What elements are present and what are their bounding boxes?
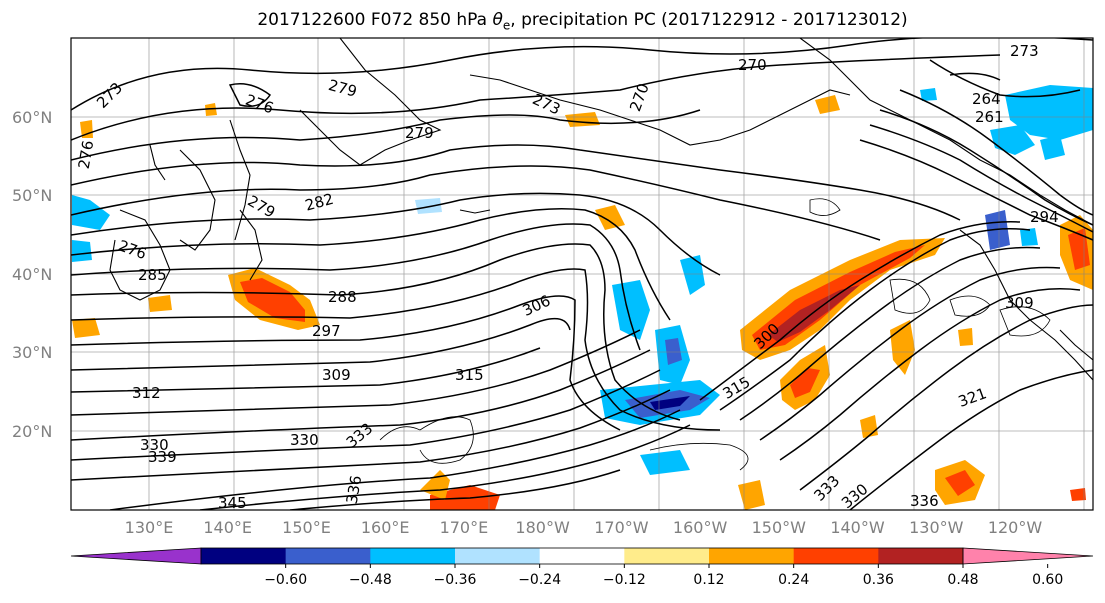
contour-label: 336 [910,492,939,510]
colorbar-cell [201,548,286,564]
lon-label: 140°E [203,518,252,537]
colorbar-tick-label: −0.36 [434,572,477,588]
longitude-labels: 130°E 140°E 150°E 160°E 170°E 180°W 170°… [125,518,1043,537]
colorbar-cell [962,547,1094,565]
colorbar-tick-label: 0.60 [1032,572,1063,588]
lon-label: 160°E [361,518,410,537]
latitude-labels: 60°N 50°N 40°N 30°N 20°N [12,108,52,441]
title-suffix: , precipitation PC (2017122912 - 2017123… [510,10,908,30]
theta-e-contours-thin [379,198,1051,471]
contour-label: 345 [218,494,247,512]
title-theta-symbol: θ [492,10,503,30]
contour-label: 294 [1030,208,1059,226]
lon-label: 150°E [282,518,331,537]
colorbar-tick-label: −0.48 [349,572,392,588]
lat-label: 60°N [12,108,52,127]
title-prefix: 2017122600 F072 850 hPa [257,10,493,30]
coastlines [109,38,1093,381]
colorbar-tick-label: 0.36 [863,572,894,588]
contour-label: 309 [1005,294,1034,312]
contour-label: 339 [148,448,177,466]
lon-label: 130°E [125,518,174,537]
colorbar-tick-label: 0.24 [778,572,809,588]
lat-label: 20°N [12,422,52,441]
lon-label: 140°W [830,518,885,537]
contour-label: 312 [132,384,161,402]
lat-label: 50°N [12,186,52,205]
contour-label: 273 [1010,42,1039,60]
colorbar-cell [878,548,964,564]
lon-label: 180°W [515,518,570,537]
title-subscript: e [502,18,511,33]
lon-label: 170°W [594,518,649,537]
colorbar-tick-label: −0.24 [518,572,561,588]
contour-label: 285 [138,266,167,284]
colorbar-cell [455,548,540,564]
contour-label: 315 [455,366,484,384]
contour-label: 270 [738,56,767,74]
colorbar-cell [624,548,710,564]
contour-label: 330 [290,431,319,449]
lon-label: 130°W [909,518,964,537]
contour-label: 297 [312,322,341,340]
map-title: 2017122600 F072 850 hPa θe, precipitatio… [0,10,1105,32]
lat-label: 40°N [12,265,52,284]
colorbar-cell [709,548,794,564]
colorbar-tick-label: 0.48 [947,572,978,588]
contour-label: 279 [405,124,434,142]
contour-label: 261 [975,108,1004,126]
colorbar: −0.60 −0.48 −0.36 −0.24 −0.12 0.12 0.24 0.36 0.4… [70,547,1094,588]
colorbar-tick-label: −0.60 [264,572,307,588]
lon-label: 120°W [988,518,1043,537]
colorbar-outline [200,547,964,565]
colorbar-tick-label: −0.12 [603,572,646,588]
lat-label: 30°N [12,343,52,362]
contour-label: 309 [322,366,351,384]
colorbar-tick-label: 0.12 [693,572,724,588]
contour-label: 336 [343,474,366,505]
contour-label: 330 [140,436,169,454]
colorbar-cell [539,548,625,564]
colorbar-cell [285,548,371,564]
contour-label: 264 [972,90,1001,108]
lon-label: 160°W [673,518,728,537]
lon-label: 170°E [440,518,489,537]
plot-frame [70,37,1094,511]
colorbar-cell [793,548,879,564]
contour-label: 276 [75,139,98,170]
theta-e-contours [71,38,1093,510]
colorbar-cell [370,548,456,564]
contour-label: 288 [328,288,357,306]
lon-label: 150°W [752,518,807,537]
colorbar-cell [70,547,202,565]
